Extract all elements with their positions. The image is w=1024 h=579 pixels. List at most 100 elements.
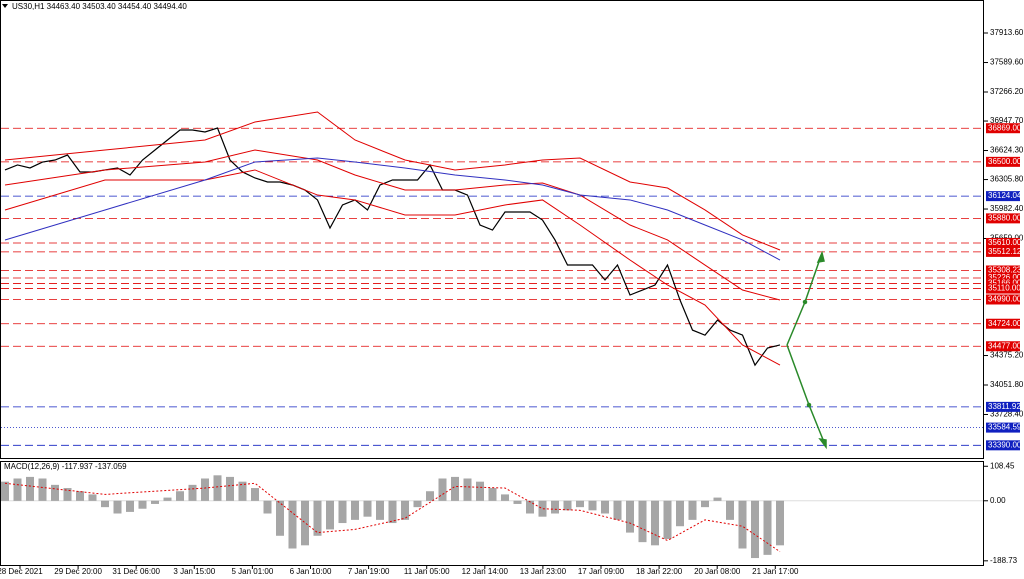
histogram-bar [701, 500, 709, 508]
histogram-bar [51, 484, 59, 501]
x-tick-label: 18 Jan 22:00 [636, 567, 683, 576]
level-box [986, 246, 1020, 257]
histogram-bar [201, 478, 209, 501]
histogram-bar [601, 500, 609, 514]
histogram-bar [638, 500, 647, 543]
x-tick-label: 11 Jan 05:00 [404, 567, 450, 576]
histogram-bar [551, 500, 559, 514]
level-box [986, 156, 1020, 167]
histogram-bar [451, 476, 459, 501]
histogram-bar [438, 478, 447, 501]
level-label: 35110.00 [988, 284, 1021, 293]
histogram-bar [26, 476, 34, 501]
level-label: 35880.00 [988, 213, 1022, 222]
x-tick-label: 21 Jan 17:00 [752, 567, 799, 576]
histogram-bar [163, 497, 172, 501]
histogram-bar [101, 500, 109, 508]
y-tick-label: 108.45 [990, 461, 1015, 470]
price-line [4, 127, 781, 367]
histogram-bar [276, 500, 284, 536]
histogram-bar [38, 478, 47, 501]
indicator-line [4, 111, 781, 251]
histogram-bar [176, 491, 184, 501]
level-box [986, 272, 1020, 283]
histogram-bar [776, 500, 784, 546]
level-label: 35512.12 [988, 247, 1022, 256]
histogram-bar [313, 500, 322, 536]
level-label: 34477.00 [988, 341, 1022, 350]
x-tick-label: 7 Jan 19:00 [348, 567, 390, 576]
histogram-bar [488, 488, 497, 501]
histogram-bar [763, 500, 772, 555]
histogram-bar [288, 500, 297, 549]
level-box [986, 440, 1020, 451]
histogram-bar [713, 497, 722, 501]
arrow-head [818, 437, 827, 450]
price-panel-frame [0, 0, 984, 459]
histogram-bar [576, 500, 584, 508]
histogram-bar [126, 500, 134, 512]
histogram-bar [151, 500, 159, 504]
histogram-bar [188, 484, 197, 501]
level-box [986, 123, 1020, 134]
histogram-bar [13, 478, 22, 501]
y-tick-label: 35982.40 [990, 204, 1024, 213]
histogram-bar [363, 500, 372, 517]
signal-line [4, 482, 781, 553]
level-label: 36500.00 [988, 157, 1022, 166]
histogram-bar [676, 500, 684, 527]
x-tick-label: 13 Jan 23:00 [520, 567, 567, 576]
level-box [986, 191, 1020, 202]
y-tick-label: 37266.20 [990, 87, 1024, 96]
y-tick-label: 34051.80 [990, 380, 1024, 389]
indicator-line [4, 157, 781, 261]
histogram-bar [651, 500, 659, 546]
level-label: 36869.00 [988, 123, 1022, 132]
indicator-line [4, 149, 781, 301]
x-tick-label: 28 Dec 2021 [0, 567, 43, 576]
arrow-node [806, 402, 812, 408]
y-tick-label: 36947.70 [990, 116, 1024, 125]
level-box [986, 283, 1020, 294]
histogram-bar [388, 500, 397, 524]
x-tick-label: 17 Jan 09:00 [578, 567, 625, 576]
histogram-bar [526, 500, 534, 514]
histogram-bar [226, 476, 234, 501]
x-tick-label: 29 Dec 20:00 [54, 567, 102, 576]
histogram-bar [613, 500, 622, 520]
arrows [786, 250, 827, 450]
histogram-bar [263, 500, 272, 514]
level-label: 35610.00 [988, 238, 1022, 247]
histogram-bar [626, 500, 634, 533]
histogram-bar [513, 500, 522, 504]
x-tick-label: 5 Jan 01:00 [231, 567, 273, 576]
indicator-line [4, 169, 781, 366]
x-tick-label: 20 Jan 08:00 [694, 567, 741, 576]
level-label: 33584.59 [988, 423, 1022, 432]
level-box [986, 237, 1020, 248]
histogram-bar [338, 500, 347, 524]
histogram-bar [726, 500, 734, 520]
histogram-bar [538, 500, 547, 517]
histogram-bar [63, 488, 72, 501]
level-box [986, 213, 1020, 224]
macd-panel-frame [0, 461, 984, 566]
histogram-bar [1, 481, 9, 501]
y-tick-label: 36305.80 [990, 175, 1024, 184]
histogram-bar [563, 500, 572, 511]
histogram-bar [588, 500, 597, 511]
histogram-bar [463, 478, 472, 501]
y-tick-label: 34375.20 [990, 351, 1024, 360]
histogram-bar [738, 500, 747, 549]
y-tick-label: 33728.40 [990, 410, 1024, 419]
histogram-bar [213, 475, 222, 501]
level-box [986, 318, 1020, 329]
level-box [986, 294, 1020, 305]
histogram-bar [326, 500, 334, 530]
level-label: 33390.00 [988, 440, 1022, 449]
menu-triangle[interactable] [2, 4, 8, 8]
level-label: 33811.92 [988, 402, 1021, 411]
histogram-bar [688, 500, 697, 520]
